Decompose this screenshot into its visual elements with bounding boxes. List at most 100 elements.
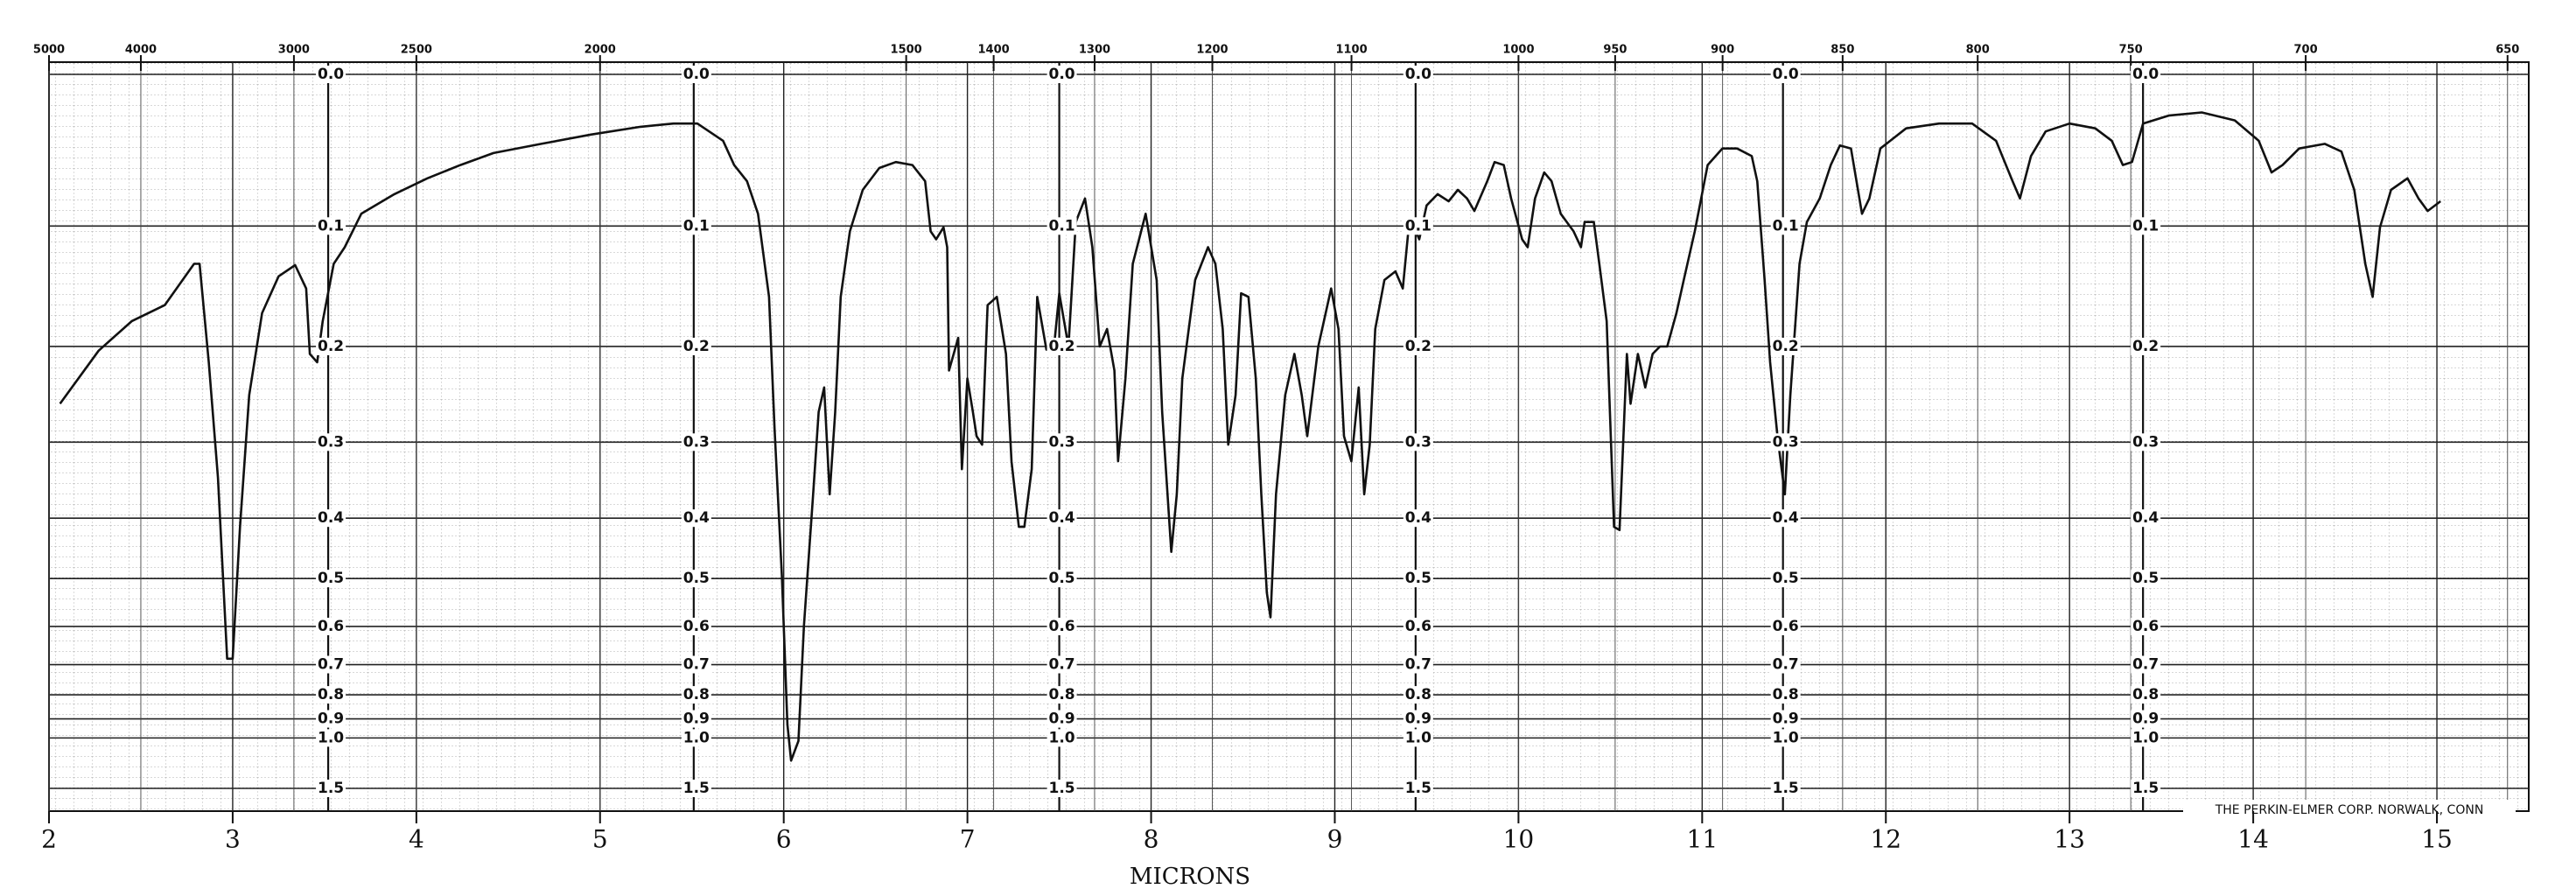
y-label-bg	[316, 686, 346, 704]
y-tick-label: 0.9	[1049, 710, 1075, 728]
x2-tick-label: 650	[2496, 44, 2519, 57]
y-label-bg	[1403, 617, 1433, 635]
x-tick-label: 13	[2054, 825, 2085, 854]
y-label-bg	[1046, 655, 1077, 674]
y-label-bg	[316, 66, 346, 83]
y-label-bg	[1403, 570, 1433, 588]
y-label-bg	[681, 617, 711, 635]
y-tick-label: 0.9	[318, 710, 344, 728]
y-label-bg	[1770, 655, 1801, 674]
y-tick-label: 0.0	[318, 66, 344, 83]
annotation: THE PERKIN-ELMER CORP. NORWALK, CONN	[2215, 803, 2484, 817]
y-label-bg	[681, 337, 711, 355]
y-label-bg	[316, 780, 346, 797]
y-tick-label: 0.9	[683, 710, 710, 728]
y-label-bg	[2131, 433, 2161, 452]
y-label-bg	[1046, 729, 1077, 747]
y-label-bg	[1046, 509, 1077, 528]
y-label-bg	[316, 433, 346, 452]
y-tick-label: 1.0	[1049, 729, 1075, 746]
y-label-bg	[1770, 780, 1801, 797]
x-tick-label: 10	[1503, 825, 1535, 854]
y-label-bg	[1770, 686, 1801, 704]
y-label-bg	[1403, 780, 1433, 797]
y-label-bg	[1770, 509, 1801, 528]
y-tick-label: 1.0	[1773, 729, 1799, 746]
y-label-bg	[681, 710, 711, 728]
minor-grid	[49, 62, 2529, 811]
annotation-box	[2183, 800, 2516, 819]
y-tick-label: 0.1	[1049, 217, 1075, 234]
y-label-bg	[2131, 66, 2161, 83]
y-label-bg	[1046, 617, 1077, 635]
y-label-bg	[1770, 433, 1801, 452]
y-tick-label: 0.6	[1773, 618, 1799, 635]
y-tick-label: 0.8	[1773, 686, 1799, 704]
y-label-bg	[1403, 655, 1433, 674]
y-tick-label: 0.7	[1049, 656, 1075, 674]
y-label-bg	[1046, 217, 1077, 235]
y-tick-label: 1.0	[318, 729, 344, 746]
y-tick-label: 0.8	[683, 686, 710, 704]
y-label-bg	[2131, 710, 2161, 728]
y-label-bg	[1403, 433, 1433, 452]
y-tick-label: 0.5	[1405, 570, 1432, 587]
y-tick-label: 0.9	[1773, 710, 1799, 728]
y-tick-label: 0.1	[1405, 217, 1432, 234]
y-tick-label: 0.7	[2132, 656, 2159, 674]
y-label-bg	[2131, 570, 2161, 588]
x-tick-label: 7	[960, 825, 976, 854]
x-axis-label: MICRONS	[1130, 864, 1250, 890]
x2-tick-label: 1200	[1196, 44, 1228, 57]
y-tick-label: 0.4	[683, 509, 710, 527]
y-tick-label: 0.2	[1049, 338, 1075, 355]
y-tick-label: 0.4	[318, 509, 344, 527]
x-tick-label: 14	[2237, 825, 2269, 854]
y-label-bg	[1770, 729, 1801, 747]
y-tick-label: 0.6	[318, 618, 344, 635]
y-label-bg	[2131, 509, 2161, 528]
y-tick-label: 0.1	[318, 217, 344, 234]
y-tick-label: 0.2	[683, 338, 710, 355]
y-label-bg	[1770, 337, 1801, 355]
y-tick-label: 0.0	[1405, 66, 1432, 83]
y-label-bg	[2131, 780, 2161, 797]
y-label-bg	[2131, 729, 2161, 747]
y-label-bg	[681, 433, 711, 452]
x-tick-label: 12	[1870, 825, 1901, 854]
x2-tick-label: 750	[2119, 44, 2143, 57]
y-label-bg	[1046, 66, 1077, 83]
y-tick-label: 0.2	[1773, 338, 1799, 355]
x2-tick-label: 4000	[125, 44, 157, 57]
y-tick-label: 0.3	[318, 433, 344, 451]
y-tick-label: 0.8	[1049, 686, 1075, 704]
x-tick-label: 15	[2421, 825, 2453, 854]
x2-tick-label: 850	[1830, 44, 1854, 57]
y-label-bg	[1046, 433, 1077, 452]
y-label-bg	[1403, 217, 1433, 235]
y-label-bg	[1770, 570, 1801, 588]
y-tick-label: 0.2	[318, 338, 344, 355]
y-tick-label: 0.0	[1049, 66, 1075, 83]
y-label-bg	[681, 66, 711, 83]
y-label-bg	[681, 729, 711, 747]
y-tick-label: 0.7	[318, 656, 344, 674]
y-tick-label: 1.0	[1405, 729, 1432, 746]
x-tick-label: 4	[409, 825, 424, 854]
y-label-bg	[1403, 729, 1433, 747]
y-tick-label: 0.1	[683, 217, 710, 234]
y-label-bg	[681, 570, 711, 588]
y-tick-label: 0.5	[318, 570, 344, 587]
y-tick-label: 0.1	[1773, 217, 1799, 234]
y-tick-label: 0.5	[2132, 570, 2159, 587]
x-tick-label: 6	[776, 825, 792, 854]
y-tick-label: 1.5	[318, 780, 344, 797]
x2-tick-label: 1500	[891, 44, 922, 57]
x-tick-label: 9	[1327, 825, 1343, 854]
y-label-bg	[2131, 655, 2161, 674]
x2-tick-label: 2000	[584, 44, 616, 57]
y-label-bg	[316, 509, 346, 528]
y-label-bg	[1770, 66, 1801, 83]
y-label-bg	[316, 337, 346, 355]
y-tick-label: 0.7	[1773, 656, 1799, 674]
